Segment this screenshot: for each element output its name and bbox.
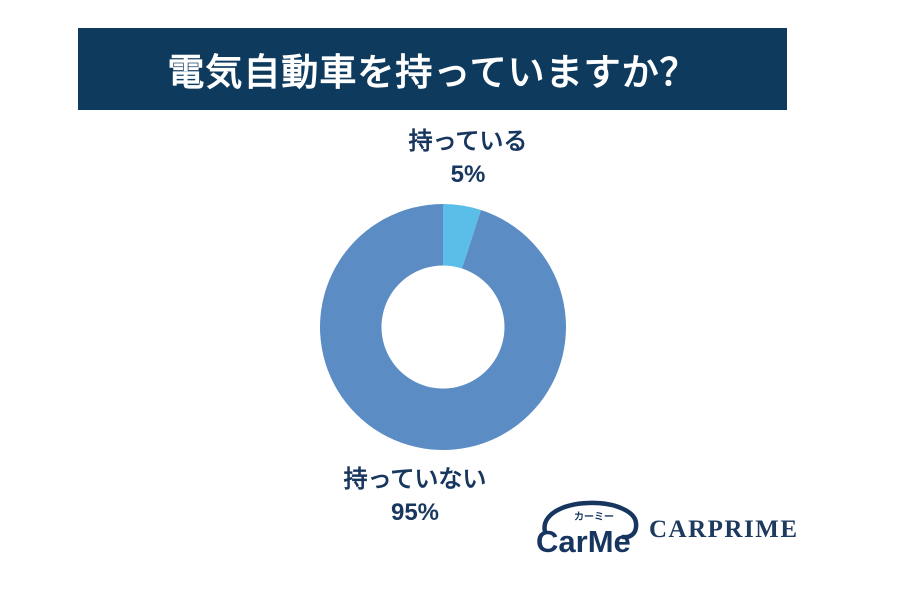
carme-wordmark: CarMe: [536, 524, 631, 557]
chart-title: 電気自動車を持っていますか？: [167, 52, 698, 93]
label-not-have-value: 95%: [390, 499, 440, 526]
carme-swoosh-icon: [542, 500, 639, 540]
label-not-have-name: 持っていない: [343, 466, 487, 493]
carprime-logo: CARPRIME: [649, 516, 799, 543]
carme-badge-text: カーミー: [574, 511, 614, 523]
donut-slice-not-have: [320, 204, 566, 450]
carme-logo: カーミー CarMe: [536, 500, 639, 557]
title-bar: 電気自動車を持っていますか？: [78, 28, 787, 110]
label-have: 持っている 5%: [409, 125, 528, 191]
label-have-name: 持っている: [408, 128, 528, 155]
label-have-value: 5%: [450, 161, 486, 188]
donut-chart: [320, 204, 566, 450]
label-not-have: 持っていない 95%: [344, 463, 487, 529]
donut-slice-have: [443, 204, 482, 269]
